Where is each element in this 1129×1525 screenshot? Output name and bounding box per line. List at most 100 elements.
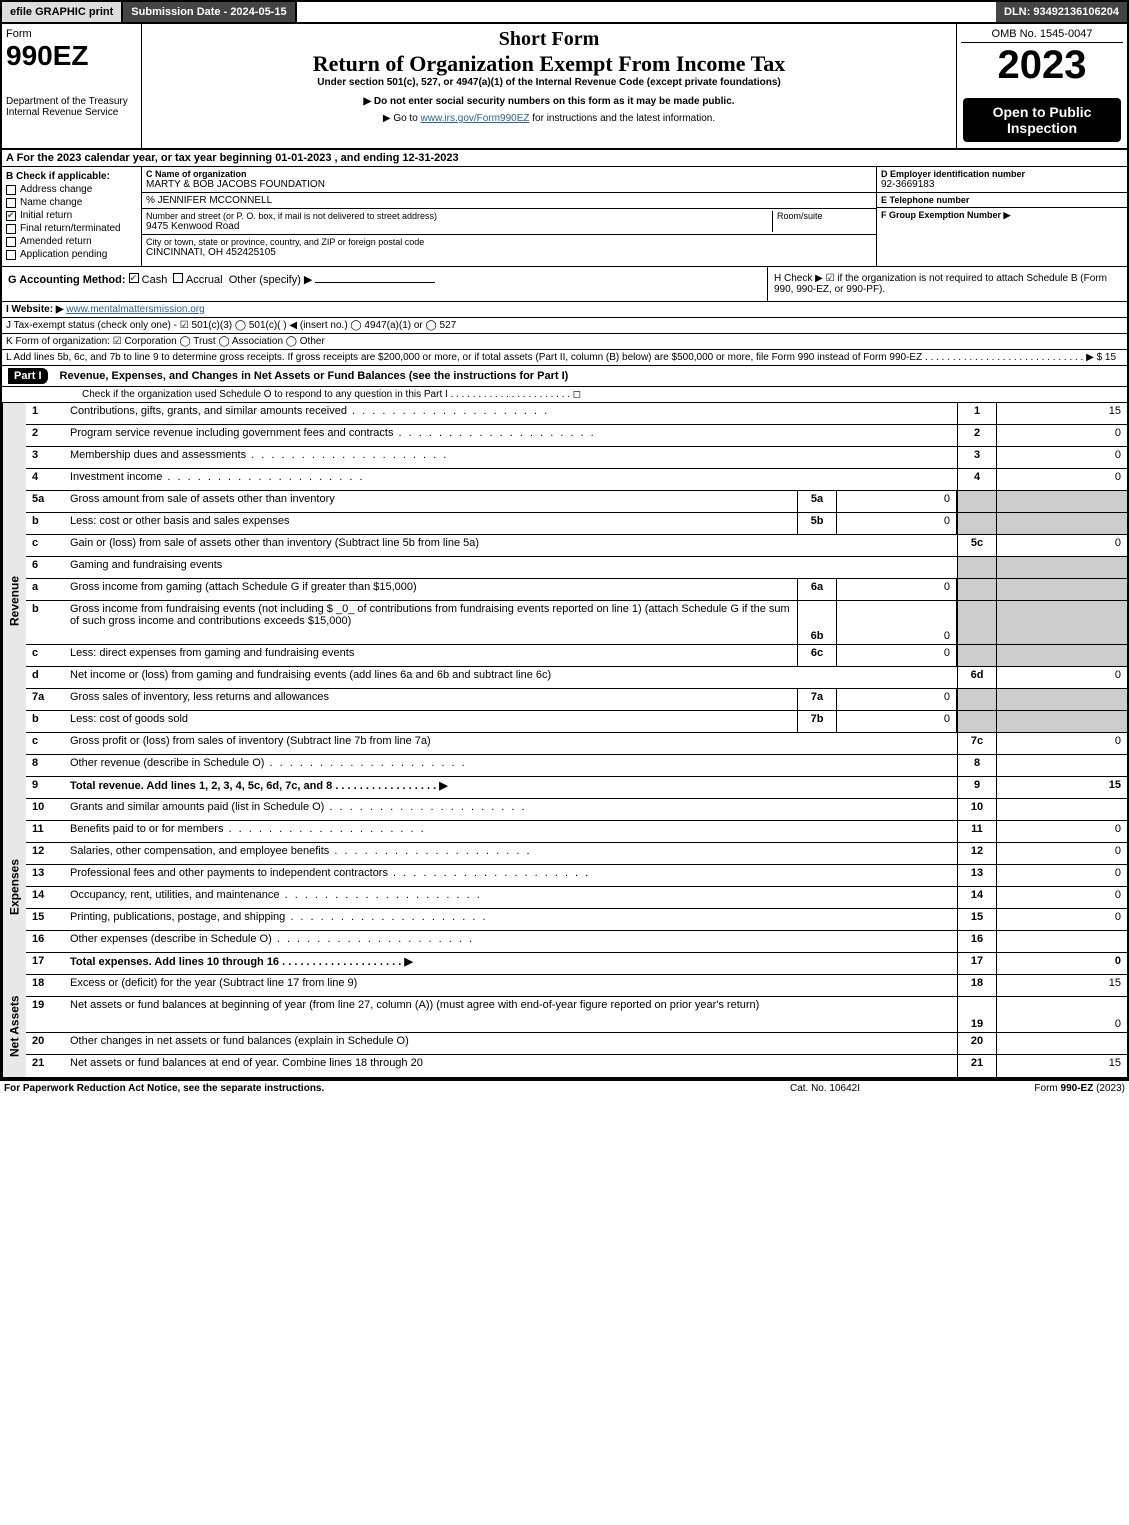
sub-amount: 0 xyxy=(837,645,957,666)
grey-cell xyxy=(957,689,997,710)
open-public-block: Open to Public Inspection xyxy=(957,92,1127,148)
note-ssn: ▶ Do not enter social security numbers o… xyxy=(146,96,952,107)
line-amount: 0 xyxy=(997,469,1127,490)
line-text: Less: cost or other basis and sales expe… xyxy=(66,513,797,534)
line-num: 8 xyxy=(26,755,66,776)
website-label: I Website: ▶ xyxy=(6,304,64,315)
line-6b: bGross income from fundraising events (n… xyxy=(26,601,1127,645)
website-link[interactable]: www.mentalmattersmission.org xyxy=(66,304,204,315)
row-i-website: I Website: ▶ www.mentalmattersmission.or… xyxy=(0,302,1129,318)
line-ref: 19 xyxy=(957,997,997,1032)
line-text: Gross income from fundraising events (no… xyxy=(66,601,797,644)
form-header: Form 990EZ Short Form Return of Organiza… xyxy=(0,24,1129,92)
expenses-rows: 10Grants and similar amounts paid (list … xyxy=(26,799,1127,975)
row-j-tax-exempt: J Tax-exempt status (check only one) - ☑… xyxy=(0,318,1129,334)
line-16: 16Other expenses (describe in Schedule O… xyxy=(26,931,1127,953)
form-label: Form xyxy=(6,28,137,40)
line-11: 11Benefits paid to or for members110 xyxy=(26,821,1127,843)
check-name-change[interactable]: Name change xyxy=(6,197,137,208)
other-specify-input[interactable] xyxy=(315,282,435,283)
line-num: b xyxy=(26,513,66,534)
line-num: 3 xyxy=(26,447,66,468)
line-amount: 15 xyxy=(997,1055,1127,1077)
line-6c: cLess: direct expenses from gaming and f… xyxy=(26,645,1127,667)
footer-form-num: 990-EZ xyxy=(1061,1083,1094,1094)
check-label: Name change xyxy=(20,197,82,208)
line-amount: 0 xyxy=(997,887,1127,908)
line-ref: 13 xyxy=(957,865,997,886)
line-amount: 0 xyxy=(997,909,1127,930)
line-amount: 0 xyxy=(997,447,1127,468)
line-14: 14Occupancy, rent, utilities, and mainte… xyxy=(26,887,1127,909)
line-2: 2Program service revenue including gover… xyxy=(26,425,1127,447)
grey-cell xyxy=(957,557,997,578)
grey-cell xyxy=(997,579,1127,600)
room-suite-label: Room/suite xyxy=(772,211,872,232)
check-accrual[interactable] xyxy=(173,273,183,283)
check-label: Initial return xyxy=(20,210,72,221)
line-num: 5a xyxy=(26,491,66,512)
grey-cell xyxy=(997,689,1127,710)
row-h-schedule-b: H Check ▶ ☑ if the organization is not r… xyxy=(767,267,1127,301)
check-cash[interactable] xyxy=(129,273,139,283)
line-ref: 14 xyxy=(957,887,997,908)
line-ref: 9 xyxy=(957,777,997,798)
check-amended-return[interactable]: Amended return xyxy=(6,236,137,247)
line-text: Membership dues and assessments xyxy=(66,447,957,468)
g-label: G Accounting Method: xyxy=(8,274,126,286)
line-ref: 1 xyxy=(957,403,997,424)
check-address-change[interactable]: Address change xyxy=(6,184,137,195)
sub-ref: 6b xyxy=(797,601,837,644)
line-text: Contributions, gifts, grants, and simila… xyxy=(66,403,957,424)
line-amount xyxy=(997,755,1127,776)
check-initial-return[interactable]: Initial return xyxy=(6,210,137,221)
line-21: 21Net assets or fund balances at end of … xyxy=(26,1055,1127,1077)
efile-print-button[interactable]: efile GRAPHIC print xyxy=(2,2,123,22)
line-num: 16 xyxy=(26,931,66,952)
line-amount: 0 xyxy=(997,843,1127,864)
cash-label: Cash xyxy=(142,274,168,286)
net-assets-section: Net Assets 18Excess or (deficit) for the… xyxy=(0,975,1129,1079)
line-text: Other expenses (describe in Schedule O) xyxy=(66,931,957,952)
form-number: 990EZ xyxy=(6,40,137,72)
line-7c: cGross profit or (loss) from sales of in… xyxy=(26,733,1127,755)
check-application-pending[interactable]: Application pending xyxy=(6,249,137,260)
ein-label: D Employer identification number xyxy=(881,169,1123,179)
org-name-block: C Name of organization MARTY & BOB JACOB… xyxy=(142,167,876,193)
footer-right: Form 990-EZ (2023) xyxy=(925,1083,1125,1094)
footer-left: For Paperwork Reduction Act Notice, see … xyxy=(4,1083,725,1094)
line-text: Professional fees and other payments to … xyxy=(66,865,957,886)
line-ref: 2 xyxy=(957,425,997,446)
line-num: c xyxy=(26,535,66,556)
grey-cell xyxy=(957,513,997,534)
col-b-checkboxes: B Check if applicable: Address change Na… xyxy=(2,167,142,266)
line-text: Total expenses. Add lines 10 through 16 … xyxy=(66,953,957,974)
line-6d: dNet income or (loss) from gaming and fu… xyxy=(26,667,1127,689)
grey-cell xyxy=(957,711,997,732)
street-value: 9475 Kenwood Road xyxy=(146,221,772,232)
line-amount xyxy=(997,1033,1127,1054)
line-8: 8Other revenue (describe in Schedule O)8 xyxy=(26,755,1127,777)
line-text: Salaries, other compensation, and employ… xyxy=(66,843,957,864)
line-text: Gaming and fundraising events xyxy=(66,557,957,578)
sub-ref: 7a xyxy=(797,689,837,710)
line-9: 9Total revenue. Add lines 1, 2, 3, 4, 5c… xyxy=(26,777,1127,799)
sub-amount: 0 xyxy=(837,601,957,644)
care-of-block: % JENNIFER MCCONNELL xyxy=(142,193,876,209)
line-text: Grants and similar amounts paid (list in… xyxy=(66,799,957,820)
irs-link[interactable]: www.irs.gov/Form990EZ xyxy=(421,113,530,124)
line-7b: bLess: cost of goods sold7b0 xyxy=(26,711,1127,733)
grey-cell xyxy=(957,491,997,512)
col-d-ein-phone: D Employer identification number 92-3669… xyxy=(877,167,1127,266)
line-num: 20 xyxy=(26,1033,66,1054)
dept-treasury: Department of the Treasury xyxy=(6,96,137,107)
line-ref: 8 xyxy=(957,755,997,776)
street-label: Number and street (or P. O. box, if mail… xyxy=(146,211,772,221)
line-ref: 3 xyxy=(957,447,997,468)
row-l-gross-receipts: L Add lines 5b, 6c, and 7b to line 9 to … xyxy=(0,350,1129,366)
city-label: City or town, state or province, country… xyxy=(146,237,872,247)
check-final-return[interactable]: Final return/terminated xyxy=(6,223,137,234)
line-ref: 20 xyxy=(957,1033,997,1054)
submission-date-button[interactable]: Submission Date - 2024-05-15 xyxy=(123,2,296,22)
line-num: 7a xyxy=(26,689,66,710)
